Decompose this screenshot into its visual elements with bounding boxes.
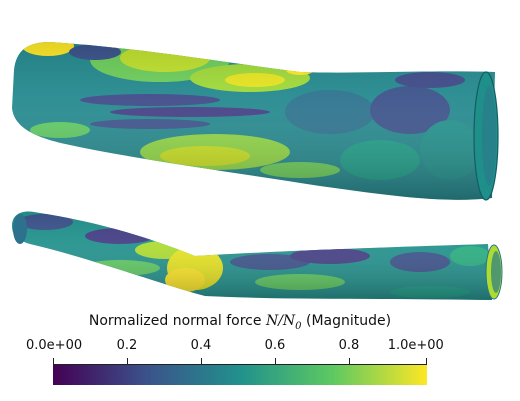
colorbar-tick-mark (349, 358, 350, 365)
colorbar-tick-mark (201, 358, 202, 365)
colorbar-tick-label: 0.8 (338, 338, 360, 353)
colorbar-title: Normalized normal force N/N0 (Magnitude) (88, 313, 392, 332)
colorbar-tick-mark (53, 358, 54, 365)
colorbar-tick-label: 0.6 (264, 338, 286, 353)
upper-vessel (12, 42, 499, 201)
colorbar-tick-mark (127, 358, 128, 365)
colorbar-tick-mark (426, 358, 427, 365)
colorbar-gradient (53, 364, 427, 385)
colorbar-tick-label: 0.4 (190, 338, 212, 353)
colorbar-tick-mark (275, 358, 276, 365)
colorbar-tick-label: 0.2 (116, 338, 138, 353)
colorbar-tick-label: 0.0e+00 (26, 338, 83, 353)
colorbar-tick-label: 1.0e+00 (387, 338, 444, 353)
lower-vessel (12, 211, 503, 300)
